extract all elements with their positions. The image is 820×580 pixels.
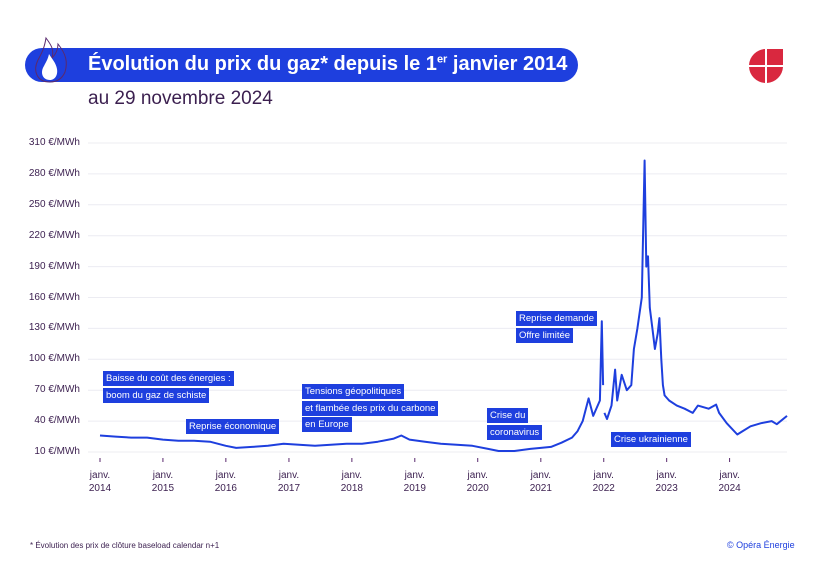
y-tick-label: 40 €/MWh xyxy=(34,415,80,427)
x-tick-label: janv. 2014 xyxy=(80,469,120,495)
x-tick-year: 2019 xyxy=(403,483,426,494)
x-tick-year: 2014 xyxy=(88,483,112,494)
x-tick-month: janv. xyxy=(530,470,551,481)
copyright: © Opéra Énergie xyxy=(727,540,795,550)
annotation-label: et flambée des prix du carbone xyxy=(302,400,439,416)
x-tick-label: janv. 2015 xyxy=(143,469,183,495)
y-tick-label: 220 €/MWh xyxy=(28,229,80,241)
x-tick-year: 2015 xyxy=(151,483,175,494)
x-tick-month: janv. xyxy=(152,470,174,481)
y-tick-label: 70 €/MWh xyxy=(34,384,80,396)
x-tick-label: janv. 2017 xyxy=(269,469,309,495)
flame-icon xyxy=(35,36,67,83)
title-superscript: er xyxy=(436,53,448,66)
x-tick-month: janv. xyxy=(719,470,740,481)
chart-title: Évolution du prix du gaz* depuis le 1er … xyxy=(88,53,567,76)
x-tick-label: janv. 2019 xyxy=(395,469,435,495)
x-tick-label: janv. 2023 xyxy=(647,469,687,495)
annotation-label: coronavirus xyxy=(487,424,543,440)
title-banner xyxy=(25,48,578,82)
x-tick-year: 2022 xyxy=(592,483,615,494)
x-tick-month: janv. xyxy=(341,470,363,481)
annotation-label: Crise du xyxy=(487,408,529,423)
opera-energie-logo xyxy=(749,49,783,83)
x-tick-year: 2016 xyxy=(214,483,237,494)
annotation-label: Offre limitée xyxy=(516,327,574,343)
price-line xyxy=(603,159,788,436)
x-tick-month: janv. xyxy=(89,470,111,481)
y-tick-label: 100 €/MWh xyxy=(28,353,80,365)
price-line xyxy=(99,320,605,452)
y-tick-label: 310 €/MWh xyxy=(28,137,80,148)
x-tick-label: janv. 2018 xyxy=(332,469,372,495)
y-tick-label: 250 €/MWh xyxy=(28,198,80,210)
x-tick-label: janv. 2021 xyxy=(521,469,561,495)
x-tick-label: janv. 2016 xyxy=(206,469,246,495)
x-tick-month: janv. xyxy=(593,470,614,481)
x-tick-year: 2020 xyxy=(466,483,489,494)
annotation-label: boom du gaz de schiste xyxy=(103,387,210,403)
x-tick-label: janv. 2022 xyxy=(584,469,624,495)
title-main: Évolution du prix du gaz* depuis le 1 xyxy=(88,53,437,75)
x-tick-year: 2018 xyxy=(340,483,363,494)
x-tick-year: 2017 xyxy=(277,483,301,494)
x-tick-month: janv. xyxy=(404,470,425,481)
y-tick-label: 10 €/MWh xyxy=(34,446,80,457)
x-tick-month: janv. xyxy=(467,470,488,481)
x-tick-label: janv. 2020 xyxy=(458,469,498,495)
x-tick-year: 2023 xyxy=(655,483,678,494)
x-tick-month: janv. xyxy=(656,470,677,481)
annotation-label: Crise ukrainienne xyxy=(611,432,691,447)
x-tick-year: 2021 xyxy=(529,483,552,494)
x-tick-year: 2024 xyxy=(718,483,741,494)
y-tick-label: 160 €/MWh xyxy=(28,291,80,303)
annotation-label: Reprise économique xyxy=(186,419,280,434)
annotation-label: Reprise demande xyxy=(516,311,597,326)
y-tick-label: 130 €/MWh xyxy=(28,322,80,334)
x-tick-month: janv. xyxy=(278,470,300,481)
chart-subtitle: au 29 novembre 2024 xyxy=(88,88,273,109)
title-end: janvier 2014 xyxy=(447,53,568,75)
y-tick-label: 280 €/MWh xyxy=(28,167,80,179)
annotation-label: en Europe xyxy=(302,417,352,432)
x-tick-label: janv. 2024 xyxy=(710,469,750,495)
annotation-label: Tensions géopolitiques xyxy=(302,384,405,399)
annotation-label: Baisse du coût des énergies : xyxy=(103,371,234,386)
y-tick-label: 190 €/MWh xyxy=(28,260,80,272)
footnote: * Évolution des prix de clôture baseload… xyxy=(30,541,220,550)
x-tick-month: janv. xyxy=(215,470,237,481)
